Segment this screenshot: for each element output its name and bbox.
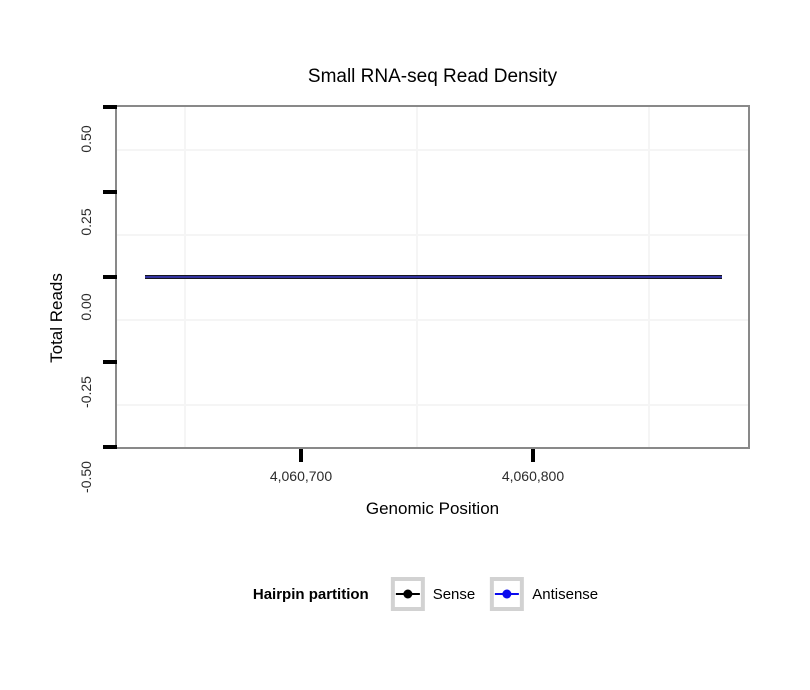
gridline-minor-horizontal: [117, 149, 748, 151]
gridline-minor-horizontal: [117, 234, 748, 236]
legend-label-sense: Sense: [432, 585, 476, 603]
legend: Hairpin partition Sense Antisense: [253, 577, 613, 611]
legend-title: Hairpin partition: [252, 585, 369, 603]
y-tick-mark: [103, 105, 117, 109]
x-tick-label: 4,060,800: [501, 468, 565, 484]
legend-item-antisense: Antisense: [490, 577, 598, 611]
y-tick-mark: [103, 275, 117, 279]
gridline-minor-horizontal: [117, 404, 748, 406]
legend-item-sense: Sense: [390, 577, 476, 611]
x-tick-mark: [299, 449, 303, 462]
legend-label-antisense: Antisense: [532, 585, 599, 603]
x-tick-mark: [531, 449, 535, 462]
legend-key-dot-icon: [502, 589, 512, 599]
legend-key-sense: [390, 577, 425, 611]
plot-panel: [115, 105, 750, 449]
x-tick-label: 4,060,700: [269, 468, 333, 484]
y-tick-mark: [103, 445, 117, 449]
y-tick-label: -0.25: [78, 376, 94, 408]
y-tick-label: -0.50: [78, 461, 94, 493]
y-tick-mark: [103, 360, 117, 364]
legend-key-antisense: [490, 577, 525, 611]
series-line-sense-antisense-overlap: [145, 275, 722, 279]
chart-title: Small RNA-seq Read Density: [307, 66, 558, 87]
y-tick-label: 0.25: [78, 208, 94, 236]
y-tick-mark: [103, 190, 117, 194]
legend-key-dot-icon: [403, 589, 413, 599]
y-tick-label: 0.00: [78, 293, 94, 321]
gridline-minor-horizontal: [117, 319, 748, 321]
x-axis-title: Genomic Position: [365, 499, 500, 518]
y-axis-title: Total Reads: [47, 273, 66, 363]
y-tick-label: 0.50: [78, 125, 94, 153]
